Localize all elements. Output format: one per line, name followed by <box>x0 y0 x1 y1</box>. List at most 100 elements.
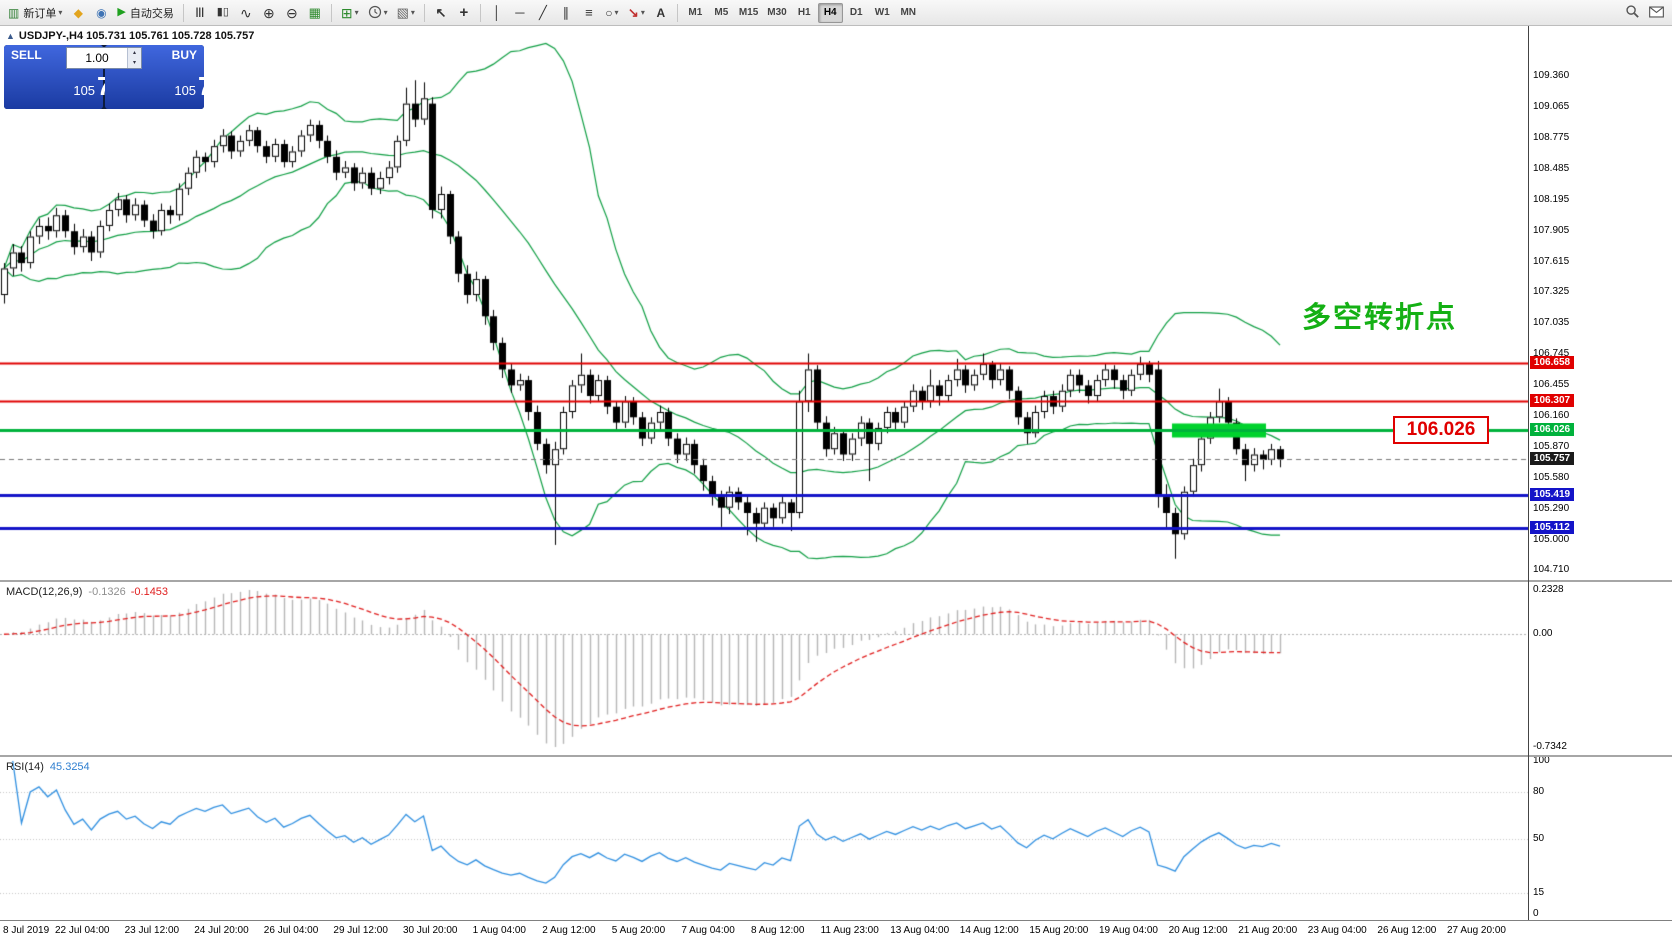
macd-indicator-canvas[interactable] <box>0 582 1528 755</box>
price-level-badge: 106.026 <box>1530 423 1574 437</box>
toolbar-group-links: ◆ ◉ <box>67 2 112 24</box>
toolbar-group-objects: │ ─ ╱ ∥ ≡ ○ ▾ ↘ ▾ A <box>486 2 672 24</box>
dropdown-caret-icon: ▾ <box>410 7 415 17</box>
text-button[interactable]: A <box>650 2 672 24</box>
axis-time-label: 8 Aug 12:00 <box>751 925 805 936</box>
vertical-line-button[interactable]: │ <box>486 2 508 24</box>
timeframe-h4-button[interactable]: H4 <box>817 2 843 23</box>
time-axis[interactable]: 8 Jul 2019 22 Jul 04:00 23 Jul 12:00 24 Jul… <box>0 920 1672 951</box>
mailbox-button[interactable] <box>1645 2 1668 24</box>
volume-input[interactable] <box>67 50 127 66</box>
timeframe-mn-button[interactable]: MN <box>896 3 921 23</box>
trendline-icon: ╱ <box>538 5 547 20</box>
volume-spinner: ▴ ▾ <box>127 48 141 68</box>
fibonacci-button[interactable]: ≡ <box>578 2 600 24</box>
toolbar-group-cursor: ↖ + <box>430 2 475 24</box>
main-chart-canvas[interactable] <box>0 26 1528 580</box>
axis-time-label: 13 Aug 04:00 <box>890 925 950 936</box>
panel-divider[interactable] <box>0 580 1672 582</box>
rsi-indicator-canvas[interactable] <box>0 757 1528 920</box>
panel-divider[interactable] <box>0 755 1672 757</box>
toolbar-separator <box>676 3 678 22</box>
axis-price-label: 104.710 <box>1533 564 1570 576</box>
dropdown-caret-icon: ▾ <box>354 7 359 17</box>
axis-price-label: 105.000 <box>1533 533 1570 545</box>
arrows-icon: ↘ <box>627 5 639 20</box>
price-level-badge: 106.658 <box>1530 356 1574 370</box>
axis-price-label: 0.00 <box>1533 628 1553 640</box>
zoom-out-icon: ⊖ <box>285 4 298 21</box>
buy-price: 105779 <box>174 71 234 101</box>
axis-price-label: 0 <box>1533 908 1539 919</box>
axis-price-label: 109.065 <box>1533 101 1570 113</box>
zoom-in-icon: ⊕ <box>262 4 275 21</box>
community-button[interactable]: ◉ <box>90 2 112 24</box>
timeframe-h1-button[interactable]: H1 <box>792 3 817 23</box>
autotrading-button[interactable]: ▶ 自动交易 <box>113 2 177 24</box>
dropdown-caret-icon: ▾ <box>58 7 63 17</box>
tile-windows-button[interactable]: ▦ <box>304 2 326 24</box>
new-order-button[interactable]: ▥ 新订单 ▾ <box>4 2 66 24</box>
axis-time-label: 20 Aug 12:00 <box>1168 925 1228 936</box>
indicators-button[interactable]: ⊞ ▾ <box>337 2 363 24</box>
toolbar-group-indicators: ⊞ ▾ ▾ ▧ ▾ <box>337 2 419 24</box>
text-icon: A <box>656 5 666 20</box>
templates-button[interactable]: ▧ ▾ <box>393 2 419 24</box>
price-axis[interactable]: 109.360 109.065 108.775 108.485 108.195 107.9… <box>1529 0 1671 920</box>
indicators-icon: ⊞ <box>340 4 353 21</box>
tile-windows-icon: ▦ <box>308 5 321 20</box>
axis-price-label: 106.160 <box>1533 410 1570 422</box>
horizontal-line-button[interactable]: ─ <box>509 2 531 24</box>
dropdown-caret-icon: ▾ <box>383 7 388 17</box>
volume-down-button[interactable]: ▾ <box>128 58 141 68</box>
axis-price-label: 105.290 <box>1533 502 1570 514</box>
symbol-ohlc-text: USDJPY-,H4 105.731 105.761 105.728 105.7… <box>18 30 255 42</box>
axis-time-label: 1 Aug 04:00 <box>472 925 526 936</box>
zoom-out-button[interactable]: ⊖ <box>281 2 303 24</box>
candlestick-chart-button[interactable]: ▮▯ <box>212 2 234 24</box>
axis-time-label: 21 Aug 20:00 <box>1238 925 1298 936</box>
timeframe-d1-button[interactable]: D1 <box>844 3 869 23</box>
arrows-button[interactable]: ↘ ▾ <box>624 2 649 24</box>
timeframe-m15-button[interactable]: M15 <box>735 3 762 23</box>
chart-window-icon: ▲ <box>6 31 15 41</box>
timeframe-m30-button[interactable]: M30 <box>763 3 790 23</box>
axis-time-label: 26 Jul 04:00 <box>263 925 319 936</box>
mailbox-icon <box>1649 5 1664 20</box>
price-level-badge: 105.112 <box>1530 520 1574 534</box>
search-icon <box>1625 4 1640 21</box>
timeframe-w1-button[interactable]: W1 <box>870 3 895 23</box>
shapes-button[interactable]: ○ ▾ <box>601 2 623 24</box>
bar-chart-button[interactable]: ||| <box>189 2 211 24</box>
equidistant-channel-button[interactable]: ∥ <box>555 2 577 24</box>
axis-time-label: 5 Aug 20:00 <box>611 925 666 936</box>
periods-button[interactable]: ▾ <box>364 2 392 24</box>
search-button[interactable] <box>1621 2 1644 24</box>
mql5-button[interactable]: ◆ <box>67 2 89 24</box>
cursor-button[interactable]: ↖ <box>430 2 452 24</box>
axis-price-label: 0.2328 <box>1533 584 1564 595</box>
shapes-icon: ○ <box>605 5 613 20</box>
timeframe-m5-button[interactable]: M5 <box>709 3 734 23</box>
axis-time-label: 27 Aug 20:00 <box>1447 925 1506 936</box>
line-chart-icon: ∿ <box>239 4 252 21</box>
line-chart-button[interactable]: ∿ <box>235 2 257 24</box>
zoom-in-button[interactable]: ⊕ <box>258 2 280 24</box>
axis-time-label: 24 Jul 20:00 <box>194 925 249 936</box>
autotrading-play-icon: ▶ <box>117 6 126 18</box>
toolbar-group-chart-type: ||| ▮▯ ∿ ⊕ ⊖ ▦ <box>189 2 326 24</box>
fibonacci-icon: ≡ <box>585 5 593 20</box>
volume-up-button[interactable]: ▴ <box>128 48 141 58</box>
autotrading-label: 自动交易 <box>129 7 174 20</box>
toolbar-separator <box>479 3 481 22</box>
axis-time-label: 23 Jul 12:00 <box>124 925 180 936</box>
toolbar: ▥ 新订单 ▾ ◆ ◉ ▶ 自动交易 ||| ▮▯ ∿ ⊕ ⊖ ▦ ⊞ ▾ ▾ ▧ ▾ ↖ + │ ─ ╱… <box>0 0 1672 26</box>
crosshair-button[interactable]: + <box>453 2 475 24</box>
mql5-icon: ◆ <box>73 5 83 20</box>
timeframe-m1-button[interactable]: M1 <box>683 3 708 23</box>
trendline-button[interactable]: ╱ <box>532 2 554 24</box>
equidistant-channel-icon: ∥ <box>562 5 570 20</box>
toolbar-group-right <box>1621 2 1668 24</box>
sell-label: SELL <box>11 48 42 62</box>
axis-price-label: 106.455 <box>1533 378 1570 390</box>
